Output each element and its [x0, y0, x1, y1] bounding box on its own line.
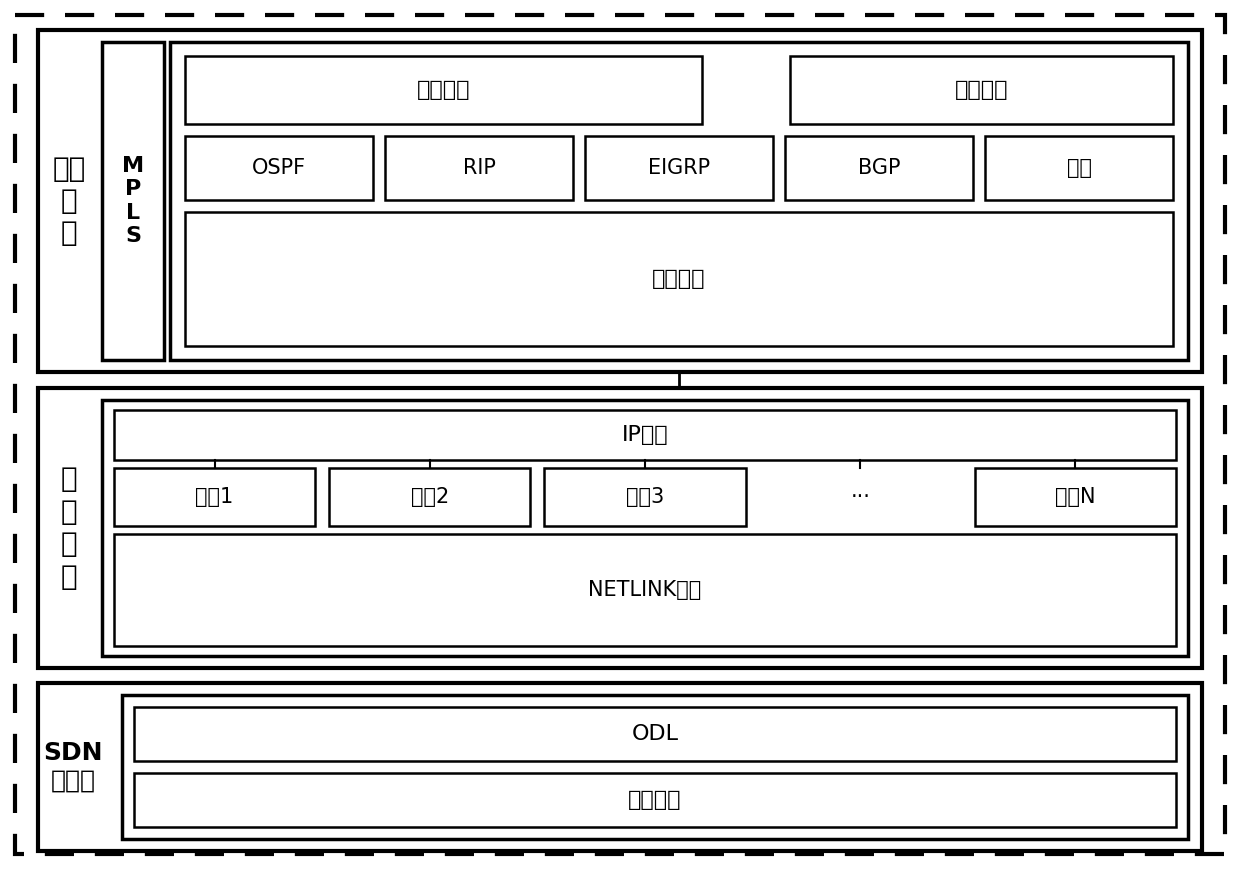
Text: 组播: 组播	[1066, 158, 1091, 178]
Text: 路由引擎: 路由引擎	[652, 269, 706, 289]
Text: BGP: BGP	[858, 158, 900, 178]
Text: 协议
模
块: 协议 模 块	[52, 155, 86, 248]
Bar	[975, 468, 1176, 526]
Bar	[114, 468, 315, 526]
Bar	[790, 56, 1173, 124]
Text: 接口2: 接口2	[410, 487, 449, 507]
Text: 接口N: 接口N	[1055, 487, 1096, 507]
Text: 南向接口: 南向接口	[629, 790, 682, 810]
Text: 路由选择: 路由选择	[955, 80, 1008, 100]
Bar	[102, 400, 1188, 656]
Bar	[985, 136, 1173, 200]
Text: 内
核
模
块: 内 核 模 块	[61, 466, 77, 591]
Text: RIP: RIP	[463, 158, 496, 178]
Bar	[329, 468, 531, 526]
Bar	[585, 136, 773, 200]
Text: OSPF: OSPF	[252, 158, 306, 178]
Bar	[114, 534, 1176, 646]
Bar	[122, 695, 1188, 839]
Bar	[384, 136, 573, 200]
Text: 路由管理: 路由管理	[417, 80, 470, 100]
Text: 接口1: 接口1	[196, 487, 233, 507]
Bar	[134, 707, 1176, 761]
Bar	[38, 30, 1202, 372]
Bar	[114, 410, 1176, 460]
Text: ···: ···	[851, 487, 870, 507]
Text: IP内核: IP内核	[621, 425, 668, 445]
Bar	[170, 42, 1188, 360]
Text: 接口3: 接口3	[626, 487, 665, 507]
Bar	[134, 773, 1176, 827]
Bar	[185, 212, 1173, 346]
Text: SDN
控制器: SDN 控制器	[43, 741, 103, 793]
Text: ODL: ODL	[631, 724, 678, 744]
Text: NETLINK适配: NETLINK适配	[588, 580, 702, 600]
Text: M
P
L
S: M P L S	[122, 156, 144, 246]
Bar	[185, 136, 373, 200]
Bar	[785, 136, 973, 200]
Bar	[102, 42, 164, 360]
Bar	[38, 683, 1202, 851]
Bar	[185, 56, 702, 124]
Bar	[544, 468, 745, 526]
Text: EIGRP: EIGRP	[649, 158, 711, 178]
Bar	[38, 388, 1202, 668]
